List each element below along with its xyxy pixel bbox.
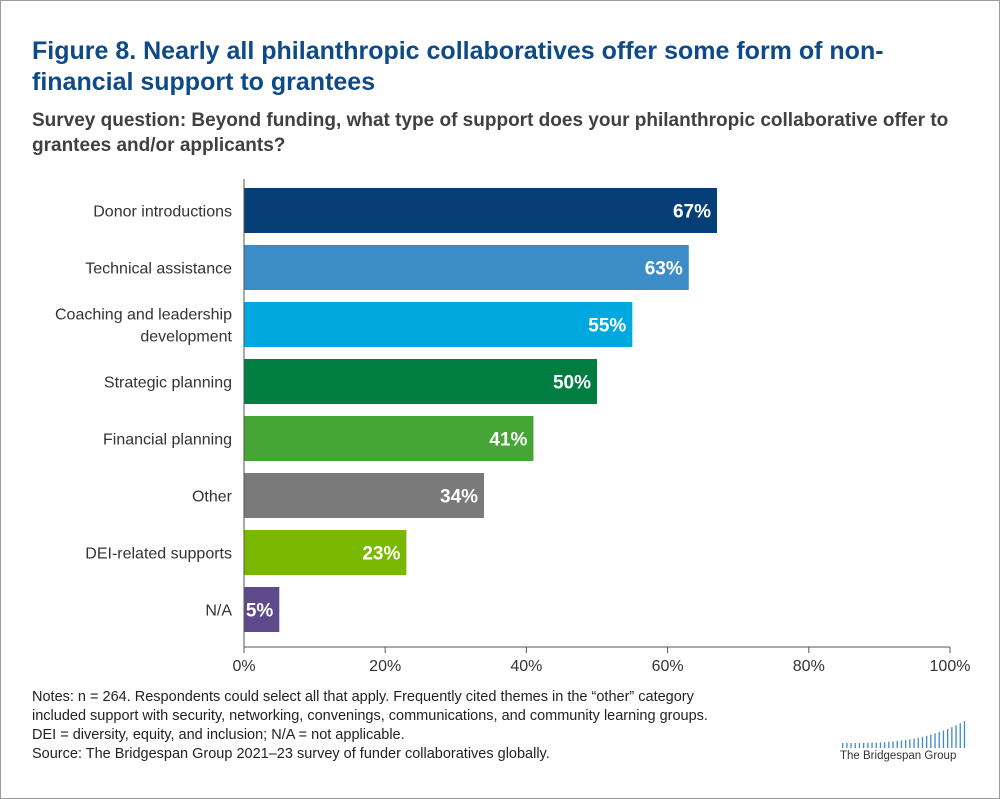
bar-value-label: 67% <box>673 202 711 223</box>
logo-bar <box>938 732 940 748</box>
logo-bar <box>858 742 861 748</box>
x-tick-label: 60% <box>652 658 684 675</box>
logo-bar <box>863 742 865 748</box>
survey-question: Survey question: Beyond funding, what ty… <box>32 110 949 156</box>
logo-bar <box>867 742 869 748</box>
bridgespan-logo-mark <box>842 721 966 748</box>
logo-bar <box>846 742 848 748</box>
logo-bar <box>879 742 882 748</box>
x-tick-label: 100% <box>930 658 971 675</box>
logo-bar <box>959 723 961 748</box>
bar-value-label: 50% <box>553 373 591 394</box>
notes-block: Notes: n = 264. Respondents could select… <box>32 688 832 764</box>
logo-bar <box>892 741 894 748</box>
x-tick-label: 80% <box>793 658 825 675</box>
logo-bar <box>896 741 898 748</box>
notes-line: included support with security, networki… <box>32 708 708 724</box>
category-label: Technical assistance <box>85 261 232 278</box>
logo-bar <box>930 734 932 748</box>
notes-line: Notes: n = 264. Respondents could select… <box>32 689 694 705</box>
logo-bar <box>942 730 945 748</box>
logo-bar <box>850 742 852 748</box>
category-label: Strategic planning <box>104 375 232 392</box>
logo-bar <box>955 725 957 748</box>
bar-value-label: 5% <box>246 601 274 622</box>
category-label: development <box>140 329 232 346</box>
x-tick-label: 0% <box>232 658 255 675</box>
x-tick-label: 20% <box>369 658 401 675</box>
bar <box>244 530 407 575</box>
logo-bar <box>917 737 919 748</box>
logo-bar <box>926 735 928 748</box>
bar-value-label: 34% <box>440 487 478 508</box>
bridgespan-logo-text: The Bridgespan Group <box>840 750 957 762</box>
logo-bar <box>871 742 873 748</box>
logo-bar <box>888 741 890 748</box>
x-tick-label: 40% <box>510 658 542 675</box>
bar-value-label: 23% <box>362 544 400 565</box>
logo-bar <box>900 740 903 748</box>
notes-line: DEI = diversity, equity, and inclusion; … <box>32 727 405 743</box>
bar <box>244 416 534 461</box>
source-line: Source: The Bridgespan Group 2021–23 sur… <box>32 746 550 762</box>
logo-bar <box>934 733 936 748</box>
bar <box>244 587 280 632</box>
bar <box>244 359 597 404</box>
category-label: DEI-related supports <box>85 546 232 563</box>
logo-bar <box>905 739 907 748</box>
logo-bar <box>947 728 949 748</box>
category-label: Financial planning <box>103 432 232 449</box>
category-label: Other <box>192 489 233 506</box>
logo-bar <box>842 743 844 748</box>
bar <box>244 473 485 518</box>
logo-bar <box>884 742 886 748</box>
logo-bar <box>854 742 856 748</box>
figure-title: Figure 8. Nearly all philanthropic colla… <box>32 37 884 96</box>
category-label: Donor introductions <box>93 204 232 221</box>
logo-bar <box>921 736 924 748</box>
bar-value-label: 63% <box>645 259 683 280</box>
logo-bar <box>951 727 953 748</box>
bar <box>244 245 689 290</box>
logo-bar <box>963 721 966 748</box>
bar-value-label: 55% <box>588 316 626 337</box>
logo-bar <box>913 738 915 748</box>
logo-bar <box>875 742 877 748</box>
bar <box>244 188 718 233</box>
bar <box>244 302 633 347</box>
category-label: Coaching and leadership <box>55 307 232 324</box>
category-label: N/A <box>205 603 232 620</box>
logo-bar <box>909 739 911 748</box>
bar-value-label: 41% <box>489 430 527 451</box>
